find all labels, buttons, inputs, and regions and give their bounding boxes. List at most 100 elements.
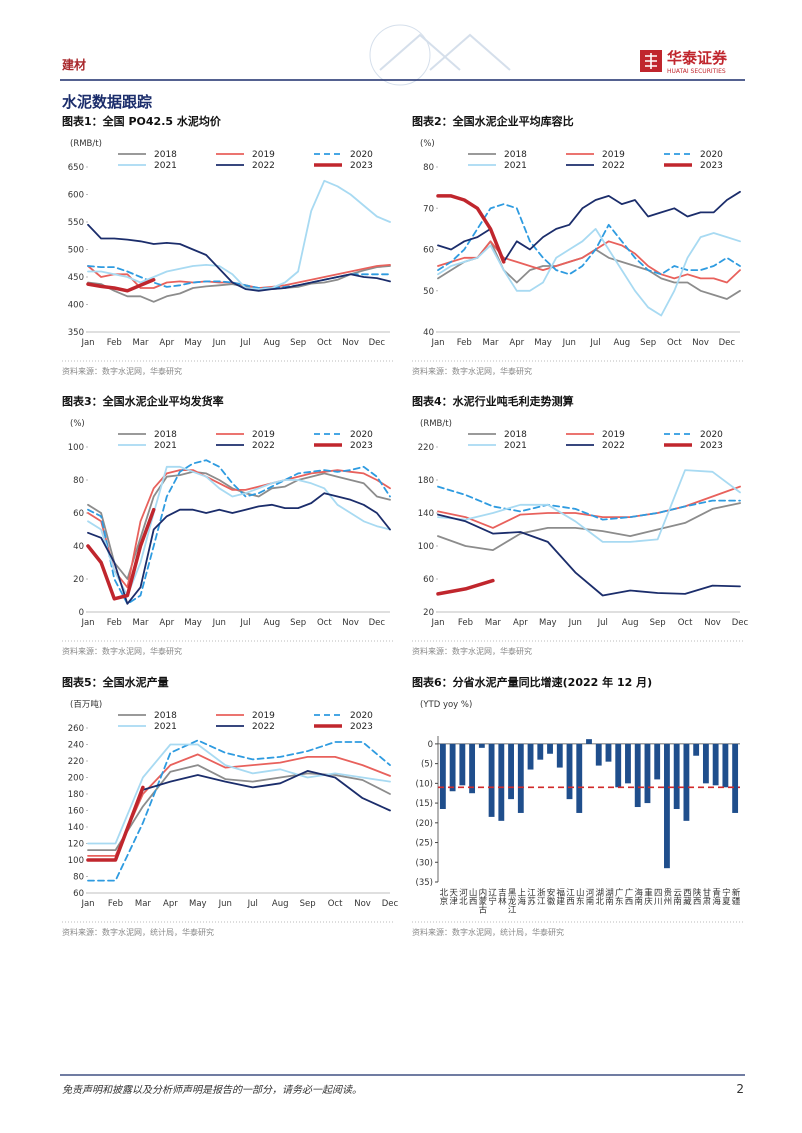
chart-source: 资料来源：数字水泥网，华泰研究 [412,646,532,656]
bar [517,743,524,813]
bar [537,743,544,760]
bar [654,743,661,780]
y-tick-label: 260 [68,724,84,734]
chart-title: 图表2：全国水泥企业平均库容比 [412,114,574,128]
axis-unit: (百万吨) [70,699,102,710]
y-tick-label: 140 [68,823,84,833]
x-tick-label: May [539,618,557,628]
x-tick-label: 四川 [652,888,662,905]
y-tick-label: 450 [68,273,84,283]
x-tick-label: 湖北 [594,888,604,906]
x-tick-label: Apr [509,338,524,348]
series-line [87,470,391,580]
x-tick-label: May [184,338,202,348]
bar [459,743,466,786]
section-label: 建材 [61,57,86,72]
legend-label: 2020 [700,150,723,160]
x-tick-label: Mar [132,338,149,348]
axis-unit: (%) [70,419,85,429]
axis-unit: (RMB/t) [420,419,452,429]
bar [712,743,719,786]
x-tick-label: Oct [667,338,682,348]
x-tick-label: Feb [108,899,123,909]
bar [673,743,680,809]
y-tick-label: 160 [68,807,84,817]
legend-label: 2022 [602,161,625,171]
x-tick-label: 浙江 [535,887,545,906]
y-tick-label: (5) [421,760,433,770]
y-tick-label: 180 [68,790,84,800]
x-tick-label: Oct [317,618,332,628]
chart-title: 图表4：水泥行业吨毛利走势测算 [412,394,574,408]
x-tick-label: 重庆 [642,887,652,906]
x-tick-label: Jan [430,338,444,348]
x-tick-label: Sep [290,618,306,628]
x-tick-label: Mar [132,618,149,628]
chart-source: 资料来源：数字水泥网，华泰研究 [62,366,182,376]
legend-label: 2023 [350,441,373,451]
x-tick-label: Jun [568,618,582,628]
chart-source: 资料来源：数字水泥网，华泰研究 [412,366,532,376]
x-tick-label: 山东 [574,887,584,905]
legend-label: 2021 [154,161,177,171]
legend-label: 2020 [350,711,373,721]
bar [615,743,622,788]
section-heading: 水泥数据跟踪 [62,93,152,111]
x-tick-label: Aug [264,338,281,348]
bar [527,743,534,770]
legend-label: 2018 [504,430,527,440]
legend-label: 2020 [350,150,373,160]
y-tick-label: 120 [68,840,84,850]
series-line [87,179,391,290]
x-tick-label: Oct [678,618,693,628]
x-tick-label: Oct [317,338,332,348]
chart-source: 资料来源：数字水泥网，华泰研究 [62,646,182,656]
series-line [86,278,156,293]
x-tick-label: 天津 [448,888,458,906]
y-tick-label: 100 [68,443,84,453]
y-tick-label: (35) [416,878,433,888]
x-tick-label: Feb [458,618,473,628]
y-tick-label: 140 [418,509,434,519]
chart-source: 资料来源：数字水泥网，统计局，华泰研究 [62,927,214,937]
legend-label: 2019 [252,711,275,721]
legend-label: 2018 [154,430,177,440]
bar [576,743,583,813]
legend-label: 2021 [154,441,177,451]
x-tick-label: 陕西 [691,887,701,906]
y-tick-label: 50 [423,287,434,297]
x-tick-label: Feb [457,338,472,348]
y-tick-label: (15) [416,799,433,809]
x-tick-label: Nov [342,338,359,348]
x-tick-label: Jun [218,899,232,909]
x-tick-label: Jun [212,338,226,348]
x-tick-label: 上海 [516,888,526,906]
legend-label: 2022 [252,441,275,451]
y-tick-label: 40 [73,542,84,552]
chart-title: 图表3：全国水泥企业平均发货率 [62,394,224,408]
chart-source: 资料来源：数字水泥网，统计局，华泰研究 [412,927,564,937]
y-tick-label: 80 [73,476,84,486]
x-tick-label: Dec [382,899,399,909]
y-tick-label: (30) [416,858,433,868]
x-tick-label: Apr [159,618,174,628]
x-tick-label: May [189,899,207,909]
bar [469,743,476,794]
x-tick-label: Sep [640,338,656,348]
y-tick-label: (25) [416,839,433,849]
y-tick-label: 100 [68,856,84,866]
axis-unit: (YTD yoy %) [420,700,472,710]
x-tick-label: Jul [247,899,258,909]
series-line [437,240,741,284]
y-tick-label: 0 [428,740,433,750]
x-tick-label: 甘肃 [701,887,711,906]
bar [439,743,446,809]
series-line [436,194,506,264]
series-line [436,578,495,596]
x-tick-label: 江苏 [526,888,536,906]
legend-label: 2022 [252,161,275,171]
legend-label: 2018 [154,150,177,160]
logo-subtext: HUATAI SECURITIES [667,68,726,75]
x-tick-label: Apr [159,338,174,348]
chart-title: 图表6：分省水泥产量同比增速(2022 年 12 月) [412,675,652,689]
